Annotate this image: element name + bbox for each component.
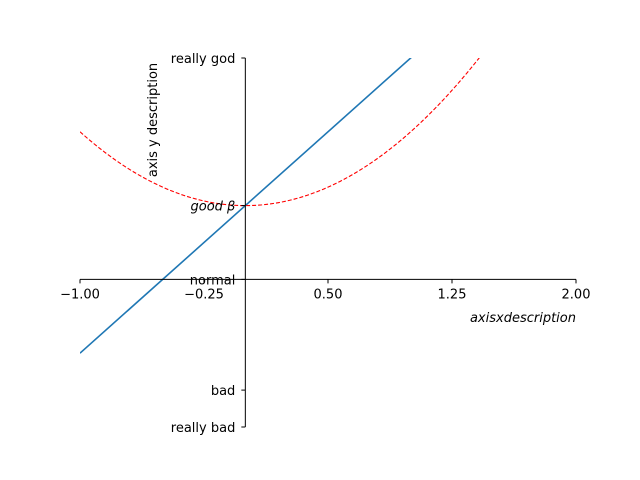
y-tick-label: really god: [171, 52, 236, 67]
y-axis-label: axis y description: [146, 63, 161, 177]
y-tick-label: normal: [190, 273, 236, 288]
series-line-quadratic: [80, 58, 480, 207]
y-tick-label: good β: [190, 200, 235, 215]
x-ticks: −1.00 −0.25 0.50 1.25 2.00: [60, 279, 590, 302]
x-tick-label: 1.25: [438, 287, 467, 302]
y-tick-label: bad: [211, 384, 235, 399]
x-tick-label: −1.00: [60, 287, 100, 302]
x-tick-label: 2.00: [562, 287, 591, 302]
y-tick-label: really bad: [171, 421, 236, 436]
x-axis-label: axisxdescription: [470, 311, 576, 326]
x-tick-label: −0.25: [184, 287, 224, 302]
x-tick-label: 0.50: [314, 287, 343, 302]
y-ticks: really bad bad normal good β really god: [171, 52, 246, 436]
